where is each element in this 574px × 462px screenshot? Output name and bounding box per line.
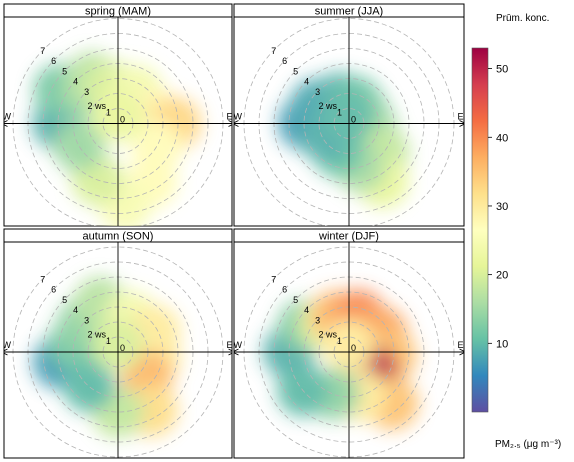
axis-arrow	[234, 348, 239, 352]
axis-arrow	[459, 352, 464, 356]
ring-label: 1	[337, 336, 342, 346]
center-label: 0	[351, 343, 356, 353]
ring-label: 6	[282, 56, 287, 66]
ring-label: 3	[315, 87, 320, 97]
panel-title: summer (JJA)	[315, 6, 383, 18]
ring-label: 2 ws	[88, 330, 107, 340]
ring-label: 1	[337, 107, 342, 117]
ring-label: 6	[282, 285, 287, 295]
ring-label: 7	[40, 46, 45, 56]
legend-tick-label: 40	[496, 132, 508, 144]
legend-tick-label: 50	[496, 64, 508, 76]
axis-arrow	[459, 123, 464, 127]
ring-label: 3	[84, 87, 89, 97]
axis-arrow	[228, 124, 232, 127]
ring-label: 2 ws	[88, 101, 107, 111]
ring-label: 2 ws	[319, 330, 338, 340]
direction-label-n: N	[354, 234, 361, 244]
ring-label: 5	[62, 295, 67, 305]
direction-label-e: E	[458, 340, 464, 350]
colorbar	[471, 47, 489, 413]
ring-label: 3	[315, 315, 320, 325]
center-label: 0	[120, 343, 125, 353]
axis-arrow	[228, 352, 232, 356]
ring-label: 1	[106, 107, 111, 117]
ring-label: 4	[73, 77, 78, 87]
direction-label-w: W	[3, 340, 12, 350]
axis-arrow	[459, 348, 464, 352]
ring-label: 5	[293, 295, 298, 305]
panel-title: autumn (SON)	[83, 231, 154, 243]
ring-label: 3	[84, 315, 89, 325]
ring-label: 5	[62, 66, 67, 76]
axis-arrow	[234, 123, 239, 127]
panel-title: spring (MAM)	[85, 6, 151, 18]
axis-arrow	[228, 120, 232, 123]
legend-tick-label: 10	[496, 338, 508, 350]
ring-label: 5	[293, 66, 298, 76]
direction-label-w: W	[234, 340, 243, 350]
legend-unit-label: PM₂.₅ (μg m⁻³)	[495, 439, 561, 450]
axis-arrow	[234, 352, 239, 356]
direction-label-w: W	[234, 112, 243, 122]
heat-blob	[53, 120, 106, 172]
axis-arrow	[4, 120, 8, 123]
heat-blob	[63, 360, 116, 413]
legend-title: Prūm. konc.	[496, 13, 549, 24]
direction-label-e: E	[458, 112, 464, 122]
ring-label: 4	[304, 77, 309, 87]
direction-label-e: E	[227, 340, 233, 350]
axis-arrow	[234, 120, 239, 124]
ring-label: 7	[40, 274, 45, 284]
direction-label-n: N	[123, 234, 130, 244]
direction-label-w: W	[3, 112, 12, 122]
axis-arrow	[4, 124, 8, 127]
panel-title: winter (DJF)	[318, 231, 379, 243]
ring-label: 6	[51, 56, 56, 66]
ring-label: 7	[271, 46, 276, 56]
legend-tick-label: 20	[496, 270, 508, 282]
axis-arrow	[459, 120, 464, 124]
axis-arrow	[4, 352, 8, 356]
color-legend: Prūm. konc. 10 20 30 40 50 PM₂.₅ (μg m⁻³)	[471, 13, 561, 450]
ring-label: 7	[271, 274, 276, 284]
ring-label: 2 ws	[319, 101, 338, 111]
axis-arrow	[228, 348, 232, 352]
ring-label: 1	[106, 336, 111, 346]
center-label: 0	[351, 115, 356, 125]
ring-label: 6	[51, 285, 56, 295]
ring-label: 4	[73, 305, 78, 315]
ring-label: 4	[304, 305, 309, 315]
center-label: 0	[120, 115, 125, 125]
axis-arrow	[4, 348, 8, 352]
direction-label-e: E	[227, 112, 233, 122]
legend-tick-label: 30	[496, 201, 508, 213]
